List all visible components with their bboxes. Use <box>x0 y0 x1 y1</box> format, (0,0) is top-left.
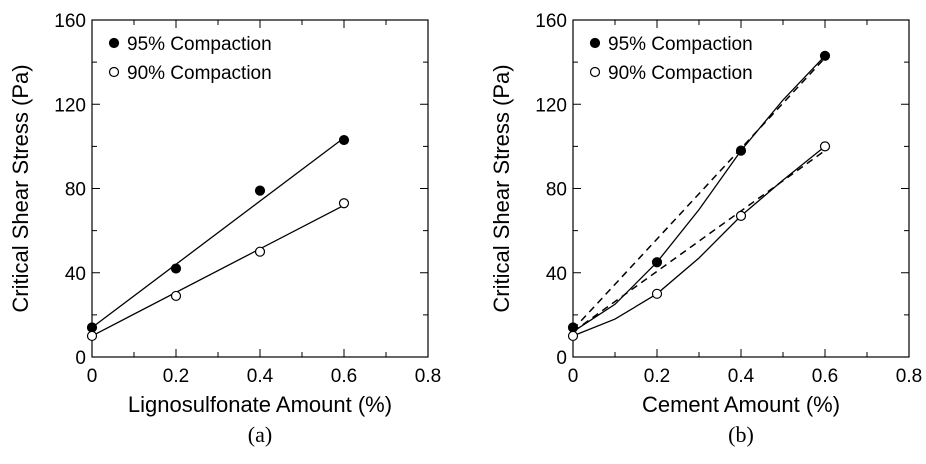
x-tick-label: 0.2 <box>644 366 670 387</box>
y-tick-label: 120 <box>535 95 567 116</box>
data-point-series-1 <box>170 263 182 274</box>
data-point-series-2 <box>170 290 182 302</box>
y-tick-label: 40 <box>546 264 567 285</box>
y-tick-label: 0 <box>556 348 567 369</box>
fit-line-2 <box>572 145 826 337</box>
y-tick-label: 40 <box>65 264 86 285</box>
legend-label: 95% Compaction <box>127 34 272 55</box>
y-tick-label: 160 <box>54 11 86 32</box>
y-tick-label: 80 <box>546 180 567 201</box>
x-axis-title: Lignosulfonate Amount (%) <box>128 392 392 417</box>
dashed-fit-line-1 <box>572 57 826 331</box>
y-tick-label: 160 <box>535 11 567 32</box>
y-tick-label: 120 <box>54 95 86 116</box>
x-tick-label: 0.8 <box>896 366 922 387</box>
data-point-series-1 <box>86 322 98 333</box>
y-axis-title: Critical Shear Stress (Pa) <box>489 64 514 312</box>
legend-marker <box>108 66 120 78</box>
panel-label: (a) <box>248 422 272 447</box>
x-tick-label: 0 <box>568 366 579 387</box>
y-tick-label: 80 <box>65 180 86 201</box>
legend-marker <box>589 66 601 78</box>
x-axis-title: Cement Amount (%) <box>642 392 840 417</box>
data-point-series-1 <box>567 322 579 333</box>
data-point-series-2 <box>735 210 747 221</box>
data-point-series-1 <box>254 185 266 196</box>
x-tick-label: 0.4 <box>728 366 755 387</box>
x-tick-label: 0.2 <box>163 366 189 387</box>
data-point-series-1 <box>338 134 350 146</box>
data-point-series-2 <box>338 198 350 209</box>
dashed-fit-line-2 <box>572 149 826 333</box>
data-point-series-2 <box>819 141 831 152</box>
fit-line-2 <box>91 204 345 337</box>
data-point-series-1 <box>819 50 831 61</box>
chart-panel-1: 0 0.2 0.4 0.6 0.8 0 40 80 120 160 Lignosulfonate A… <box>8 11 441 447</box>
x-tick-label: 0.6 <box>812 366 838 387</box>
data-point-series-1 <box>735 145 747 156</box>
x-tick-label: 0.6 <box>331 366 357 387</box>
data-point-series-1 <box>651 257 663 268</box>
legend-marker <box>589 37 601 49</box>
panel-label: (b) <box>728 422 754 447</box>
chart-panel-2: 0 0.2 0.4 0.6 0.8 0 40 80 120 160 Cement Amount (%… <box>489 11 922 447</box>
fit-line-1 <box>572 55 826 333</box>
data-point-series-2 <box>567 330 579 342</box>
x-tick-label: 0 <box>87 366 98 387</box>
y-axis-title: Critical Shear Stress (Pa) <box>8 64 33 312</box>
legend-marker <box>108 37 120 49</box>
legend-label: 95% Compaction <box>608 34 753 55</box>
x-tick-label: 0.8 <box>415 366 441 387</box>
x-tick-label: 0.4 <box>247 366 274 387</box>
y-tick-label: 0 <box>75 348 86 369</box>
legend-label: 90% Compaction <box>608 63 753 84</box>
data-point-series-2 <box>254 246 266 257</box>
legend-label: 90% Compaction <box>127 63 272 84</box>
data-point-series-2 <box>86 330 98 342</box>
data-point-series-2 <box>651 288 663 299</box>
fit-line-1 <box>91 137 345 329</box>
